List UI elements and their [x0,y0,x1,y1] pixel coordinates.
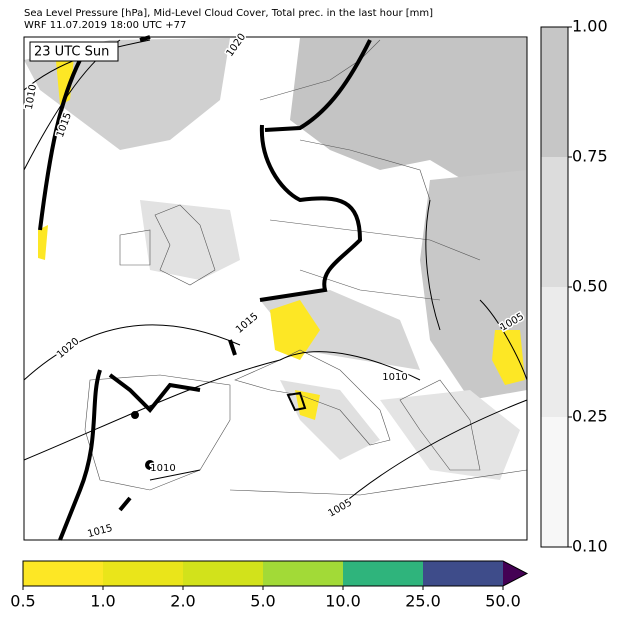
colorbar-segment [343,561,423,586]
precip-colorbar: 0.5 1.0 2.0 5.0 10.0 25.0 50.0 [10,560,529,611]
colorbar-extend [503,561,527,586]
colorbar-tick-label: 0.25 [572,407,608,426]
colorbar-tick-label: 10.0 [325,592,361,611]
coastlines [84,39,528,496]
colorbar-frame [22,560,529,587]
colorbar-segment [541,157,568,287]
colorbar-tick-label: 1.00 [572,17,608,36]
colorbar-tick-label: 50.0 [485,592,521,611]
colorbar-tick-label: 2.0 [170,592,195,611]
colorbar-tick-label: 0.5 [10,592,35,611]
colorbar-tick-label: 1.0 [90,592,115,611]
colorbar-segment [23,561,103,586]
colorbar-tick-label: 0.10 [572,537,608,556]
colorbar-segment [541,27,568,157]
colorbar-tick-label: 0.75 [572,147,608,166]
colorbar-tick-label: 25.0 [405,592,441,611]
isobar-label: 1010 [382,372,407,383]
colorbar-segment [541,287,568,417]
subtitle: WRF 11.07.2019 18:00 UTC +77 [24,20,186,31]
cloud-colorbar: 0.10 0.25 0.50 0.75 1.00 [540,17,608,556]
colorbar-tick-label: 0.50 [572,277,608,296]
colorbar-segment [183,561,263,586]
time-label: 23 UTC Sun [34,45,109,60]
title: Sea Level Pressure [hPa], Mid-Level Clou… [24,8,433,19]
time-box [29,41,119,62]
colorbar-segment [263,561,343,586]
isobar-1015 [38,35,372,541]
colorbar-tick-label: 5.0 [250,592,275,611]
isobar-label: 1010 [150,463,175,474]
colorbar-segment [423,561,503,586]
colorbar-segment [541,417,568,547]
map-frame [23,36,528,541]
colorbar-segment [103,561,183,586]
